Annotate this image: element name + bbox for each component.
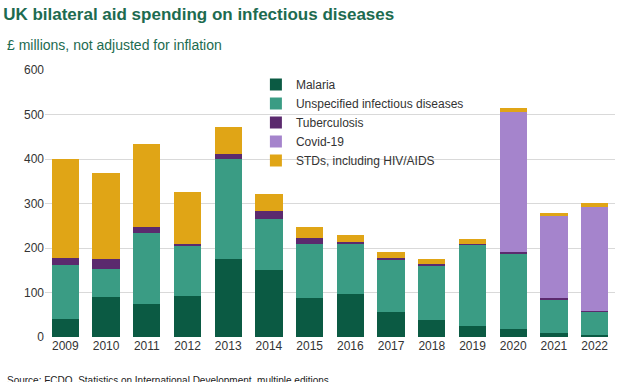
svg-text:Tuberculosis: Tuberculosis	[296, 116, 364, 130]
svg-text:2015: 2015	[296, 339, 323, 353]
svg-text:2010: 2010	[93, 339, 120, 353]
svg-text:2018: 2018	[418, 339, 445, 353]
svg-text:2021: 2021	[541, 339, 568, 353]
svg-text:2020: 2020	[500, 339, 527, 353]
svg-text:2013: 2013	[215, 339, 242, 353]
svg-text:Unspecified infectious disease: Unspecified infectious diseases	[296, 97, 463, 111]
svg-text:600: 600	[24, 63, 44, 77]
svg-text:STDs, including HIV/AIDS: STDs, including HIV/AIDS	[296, 154, 435, 168]
svg-text:2022: 2022	[581, 339, 608, 353]
svg-text:Malaria: Malaria	[296, 78, 336, 92]
svg-text:Source: FCDO, Statistics on In: Source: FCDO, Statistics on Internationa…	[7, 375, 329, 382]
svg-text:UK bilateral aid spending on i: UK bilateral aid spending on infectious …	[3, 5, 394, 24]
svg-text:0: 0	[37, 330, 44, 344]
svg-text:2017: 2017	[378, 339, 405, 353]
svg-text:200: 200	[24, 241, 44, 255]
svg-text:2014: 2014	[256, 339, 283, 353]
svg-text:2016: 2016	[337, 339, 364, 353]
svg-text:500: 500	[24, 108, 44, 122]
svg-text:2019: 2019	[459, 339, 486, 353]
svg-text:100: 100	[24, 286, 44, 300]
svg-text:300: 300	[24, 197, 44, 211]
svg-text:2011: 2011	[134, 339, 160, 353]
svg-text:2012: 2012	[174, 339, 201, 353]
svg-text:2009: 2009	[52, 339, 79, 353]
svg-text:£ millions, not adjusted for i: £ millions, not adjusted for inflation	[7, 37, 222, 53]
svg-text:400: 400	[24, 152, 44, 166]
svg-text:Covid-19: Covid-19	[296, 135, 344, 149]
